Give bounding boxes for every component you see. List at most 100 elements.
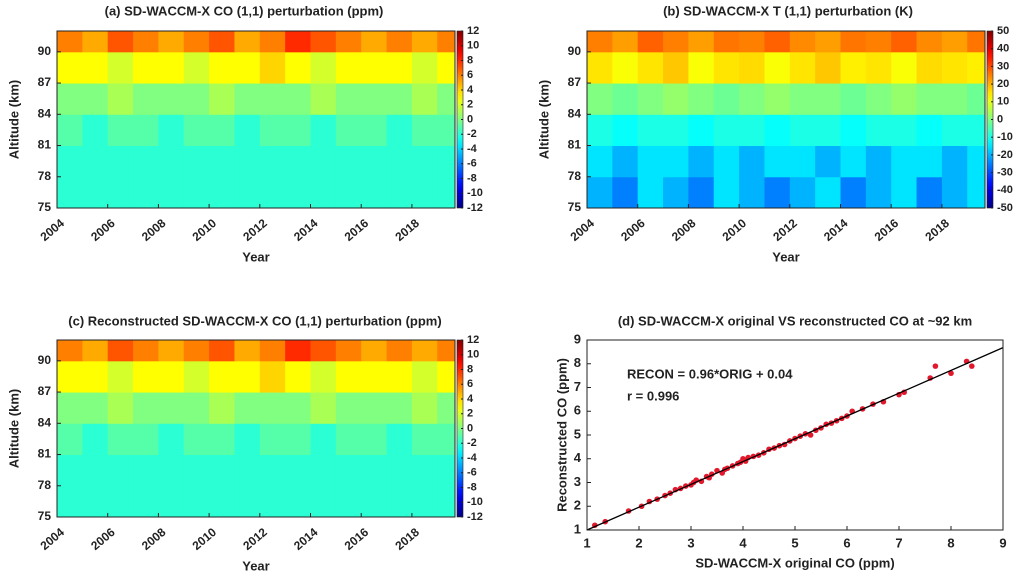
contour-cell <box>57 145 83 178</box>
colorbar-tick-label: 20 <box>997 78 1009 90</box>
x-axis-label: Year <box>772 249 799 264</box>
contour-cell <box>739 114 765 147</box>
contour-cell <box>158 145 185 178</box>
contour-cell <box>158 340 185 362</box>
contour-cell <box>916 31 943 53</box>
contour-cell <box>612 51 639 84</box>
contour-cell <box>285 176 312 208</box>
y-tick-label: 78 <box>568 169 582 183</box>
contour-cell <box>411 51 438 84</box>
contour-cell <box>386 392 413 424</box>
colorbar-tick-label: 10 <box>467 40 479 52</box>
contour-cell <box>612 31 639 53</box>
contour-cell <box>209 176 235 208</box>
contour-cell <box>941 145 968 178</box>
contour-cell <box>285 392 312 424</box>
contour-cell <box>437 392 455 424</box>
colorbar-tick-label: 12 <box>467 334 479 346</box>
contour-cell <box>789 114 816 147</box>
contour-cell <box>335 423 362 456</box>
x-tick-label: 1 <box>583 535 590 550</box>
contour-cell <box>663 114 689 147</box>
contour-cell <box>209 51 235 84</box>
contour-cell <box>815 31 842 53</box>
colorbar-tick-label: -20 <box>997 149 1013 161</box>
contour-cell <box>158 51 185 84</box>
contour-cell <box>209 485 235 517</box>
contour-cell <box>612 145 639 178</box>
y-tick-label: 5 <box>574 426 581 441</box>
contour-cell <box>386 485 413 517</box>
contour-cell <box>386 83 413 115</box>
scatter-point <box>969 363 975 369</box>
contour-cell <box>234 392 261 424</box>
contour-cell <box>764 145 791 178</box>
contour-cell <box>82 176 109 208</box>
contour-cell <box>361 176 388 208</box>
contour-cell <box>158 423 185 456</box>
contour-cell <box>310 114 337 147</box>
contour-cell <box>133 360 159 393</box>
y-tick-label: 8 <box>574 355 581 370</box>
contour-cell <box>57 454 83 487</box>
contour-cell <box>234 454 261 487</box>
colorbar-tick-label: -4 <box>467 452 478 464</box>
contour-cell <box>411 392 438 424</box>
contour-cell <box>57 485 83 517</box>
colorbar-tick-label: 6 <box>467 378 473 390</box>
colorbar-tick-label: 8 <box>467 54 473 66</box>
y-axis-label: Altitude (km) <box>536 80 551 159</box>
contour-cell <box>587 114 613 147</box>
y-tick-label: 7 <box>574 379 581 394</box>
colorbar-tick-label: -8 <box>467 172 477 184</box>
contour-cell <box>158 485 185 517</box>
x-tick-label: 2004 <box>38 216 68 244</box>
annotation: r = 0.996 <box>627 388 679 403</box>
contour-cell <box>361 454 388 487</box>
contour-cell <box>57 360 83 393</box>
contour-cell <box>107 51 134 84</box>
colorbar-tick-label: 0 <box>467 422 473 434</box>
scatter-point <box>948 370 954 377</box>
contour-cell <box>310 454 337 487</box>
contour-cell <box>310 485 337 517</box>
contour-cell <box>335 51 362 84</box>
contour-cell <box>688 51 715 84</box>
contour-cell <box>335 31 362 53</box>
contour-cell <box>916 51 943 84</box>
contour-cell <box>663 51 689 84</box>
colorbar-tick-label: 50 <box>997 25 1009 37</box>
contour-cell <box>183 340 210 362</box>
contour-cell <box>234 31 261 53</box>
y-axis-label: Altitude (km) <box>6 389 21 468</box>
contour-cell <box>259 340 286 362</box>
contour-cell <box>82 31 109 53</box>
colorbar-tick-label: 40 <box>997 43 1009 55</box>
contour-cell <box>713 31 740 53</box>
colorbar-tick-label: -12 <box>467 202 483 214</box>
contour-cell <box>764 31 791 53</box>
contour-cell <box>891 31 918 53</box>
contour-cell <box>57 392 83 424</box>
x-tick-label: 2006 <box>618 216 648 244</box>
contour-cell <box>361 83 388 115</box>
contour-cell <box>612 83 639 115</box>
contour-cell <box>285 423 312 456</box>
contour-cell <box>259 145 286 178</box>
colorbar-tick-label: 0 <box>997 113 1003 125</box>
contour-cell <box>209 454 235 487</box>
contour-cell <box>411 423 438 456</box>
contour-cell <box>158 176 185 208</box>
contour-cell <box>361 392 388 424</box>
y-tick-label: 9 <box>574 331 581 346</box>
x-tick-label: 2018 <box>922 216 952 244</box>
x-axis-label: SD-WACCM-X original CO (ppm) <box>695 555 894 570</box>
contour-cell <box>411 485 438 517</box>
contour-cell <box>259 392 286 424</box>
contour-cell <box>234 51 261 84</box>
x-tick-label: 2012 <box>240 216 270 244</box>
y-tick-label: 75 <box>568 200 582 214</box>
contour-cell <box>967 176 985 208</box>
contour-cell <box>335 176 362 208</box>
